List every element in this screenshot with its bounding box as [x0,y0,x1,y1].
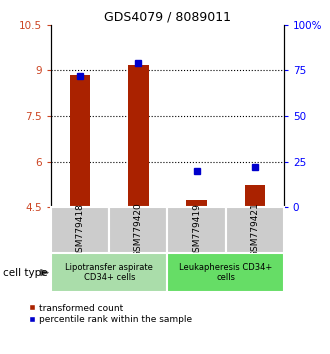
Bar [51,207,109,253]
Bar [70,75,90,207]
Bar [128,65,148,207]
Bar [186,200,207,207]
Bar [109,207,167,253]
Bar [168,207,226,253]
Text: GSM779420: GSM779420 [134,203,143,257]
Bar [245,185,265,207]
Text: GSM779418: GSM779418 [76,202,85,258]
Bar [226,207,284,253]
Text: Lipotransfer aspirate
CD34+ cells: Lipotransfer aspirate CD34+ cells [65,263,153,282]
Legend: transformed count, percentile rank within the sample: transformed count, percentile rank withi… [24,300,195,328]
Text: cell type: cell type [3,268,48,278]
Bar [51,253,168,292]
Text: Leukapheresis CD34+
cells: Leukapheresis CD34+ cells [179,263,272,282]
Title: GDS4079 / 8089011: GDS4079 / 8089011 [104,11,231,24]
Bar [168,253,284,292]
Text: GSM779421: GSM779421 [250,203,259,257]
Text: GSM779419: GSM779419 [192,202,201,258]
